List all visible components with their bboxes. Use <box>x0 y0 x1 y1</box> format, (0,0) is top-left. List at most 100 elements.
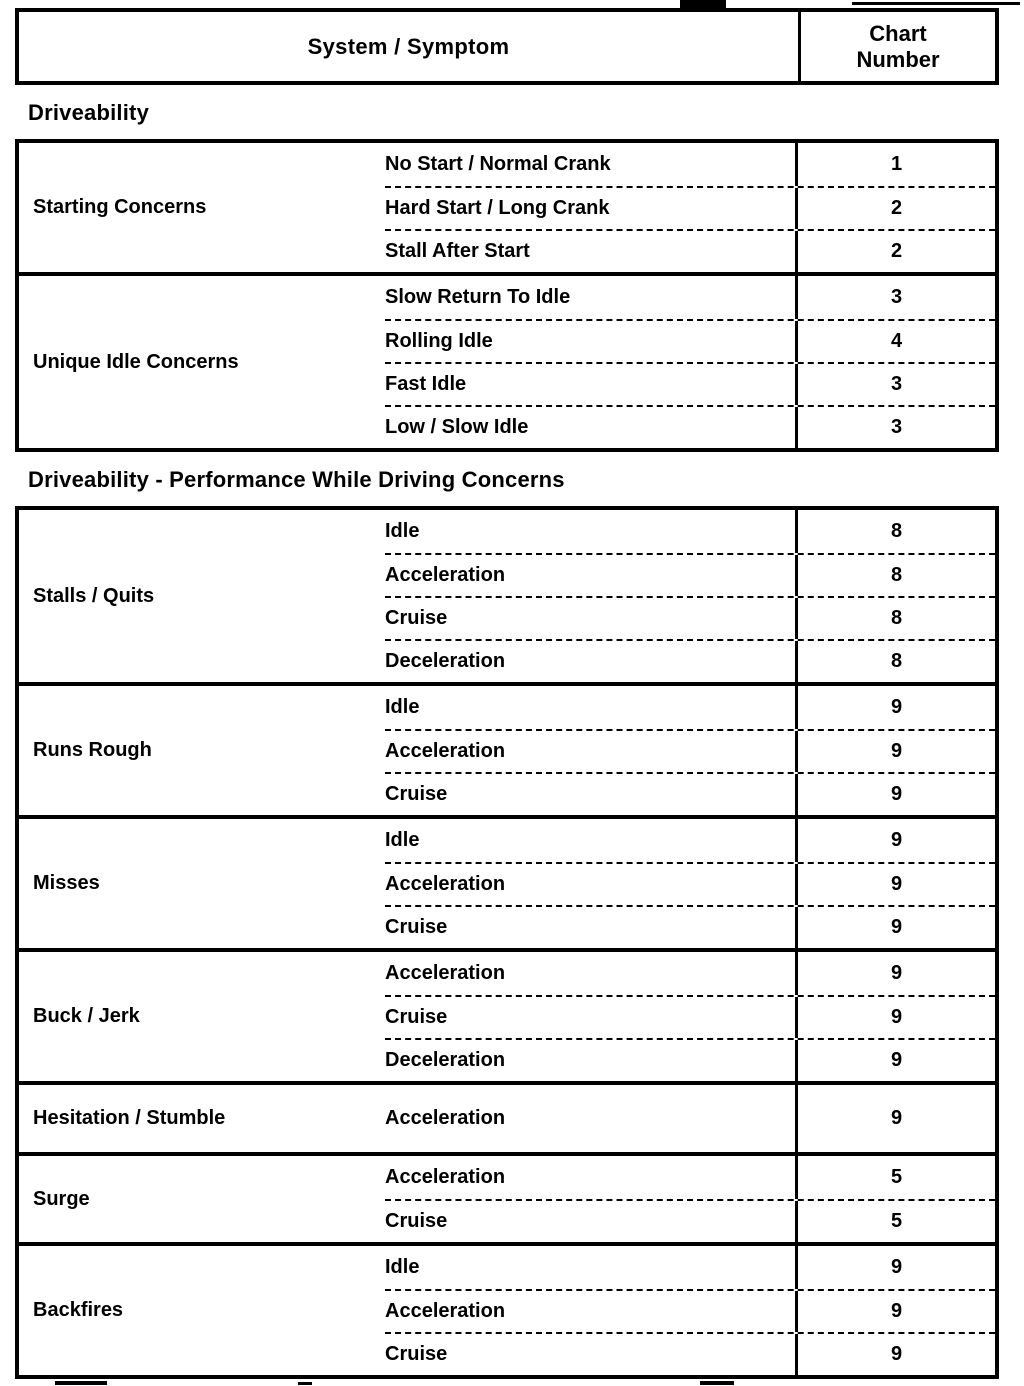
table-row: Acceleration 9 <box>385 1085 995 1152</box>
table-row: Idle 8 <box>385 510 995 553</box>
symptom-cell: Cruise <box>385 1210 448 1232</box>
table-row: Cruise 9 <box>385 905 995 948</box>
group-label: Runs Rough <box>33 739 152 761</box>
performance-table: Stalls / Quits Idle 8 Acceleration 8 Cru… <box>15 506 999 1379</box>
table-row: Cruise 9 <box>385 772 995 815</box>
chart-number-cell: 2 <box>795 188 995 229</box>
scan-artifact <box>852 2 1020 5</box>
group-hesitation-stumble: Hesitation / Stumble Acceleration 9 <box>19 1081 995 1152</box>
symptom-cell: Idle <box>385 1256 420 1278</box>
symptom-cell: Deceleration <box>385 1049 506 1071</box>
chart-number-cell: 9 <box>795 731 995 772</box>
group-label: Unique Idle Concerns <box>33 350 239 373</box>
chart-number-cell: 3 <box>795 407 995 448</box>
header-system-symptom: System / Symptom <box>307 33 510 59</box>
symptom-cell: Cruise <box>385 783 448 805</box>
symptom-cell: Acceleration <box>385 873 506 895</box>
group-label: Starting Concerns <box>33 196 207 218</box>
symptom-cell: Acceleration <box>385 962 506 984</box>
symptom-cell: Stall After Start <box>385 240 530 262</box>
chart-number-cell: 8 <box>795 598 995 639</box>
symptom-cell: Cruise <box>385 1343 448 1365</box>
chart-number-cell: 9 <box>795 819 995 862</box>
table-row: Cruise 9 <box>385 995 995 1038</box>
table-row: Deceleration 8 <box>385 639 995 682</box>
column-header-table: System / Symptom Chart Number <box>15 8 999 85</box>
table-row: Deceleration 9 <box>385 1038 995 1081</box>
chart-number-cell: 9 <box>795 774 995 815</box>
table-row: Acceleration 9 <box>385 862 995 905</box>
group-starting-concerns: Starting Concerns No Start / Normal Cran… <box>19 143 995 272</box>
table-row: Cruise 5 <box>385 1199 995 1242</box>
scan-artifact <box>298 1382 312 1385</box>
table-row: Hard Start / Long Crank 2 <box>385 186 995 229</box>
scan-artifact <box>680 0 726 8</box>
chart-number-cell: 2 <box>795 231 995 272</box>
chart-number-cell: 3 <box>795 276 995 319</box>
chart-number-cell: 9 <box>795 686 995 729</box>
group-misses: Misses Idle 9 Acceleration 9 Cruise 9 <box>19 815 995 948</box>
group-label: Hesitation / Stumble <box>33 1107 226 1129</box>
table-row: Acceleration 9 <box>385 1289 995 1332</box>
group-rows: Slow Return To Idle 3 Rolling Idle 4 Fas… <box>385 276 995 448</box>
section-heading-driveability: Driveability <box>28 100 150 125</box>
table-row: Acceleration 5 <box>385 1156 995 1199</box>
group-unique-idle-concerns: Unique Idle Concerns Slow Return To Idle… <box>19 272 995 448</box>
group-label: Backfires <box>33 1299 124 1321</box>
chart-number-cell: 1 <box>795 143 995 186</box>
symptom-cell: Cruise <box>385 1006 448 1028</box>
symptom-cell: Deceleration <box>385 650 506 672</box>
table-row: Rolling Idle 4 <box>385 319 995 362</box>
table-row: Cruise 9 <box>385 1332 995 1375</box>
group-backfires: Backfires Idle 9 Acceleration 9 Cruise 9 <box>19 1242 995 1375</box>
chart-number-cell: 9 <box>795 1246 995 1289</box>
symptom-cell: Acceleration <box>385 740 506 762</box>
table-row: Idle 9 <box>385 1246 995 1289</box>
chart-number-cell: 9 <box>795 1040 995 1081</box>
table-row: Low / Slow Idle 3 <box>385 405 995 448</box>
symptom-cell: Fast Idle <box>385 373 467 395</box>
chart-number-cell: 3 <box>795 364 995 405</box>
driveability-table: Starting Concerns No Start / Normal Cran… <box>15 139 999 452</box>
chart-number-cell: 8 <box>795 641 995 682</box>
scan-artifact <box>700 1381 734 1385</box>
table-row: Slow Return To Idle 3 <box>385 276 995 319</box>
symptom-cell: Acceleration <box>385 1300 506 1322</box>
chart-number-cell: 5 <box>795 1156 995 1199</box>
symptom-cell: Cruise <box>385 607 448 629</box>
table-row: Acceleration 8 <box>385 553 995 596</box>
chart-number-cell: 9 <box>795 1085 995 1152</box>
symptom-cell: Acceleration <box>385 1166 506 1188</box>
chart-number-cell: 8 <box>795 555 995 596</box>
chart-number-cell: 9 <box>795 1334 995 1375</box>
table-row: Stall After Start 2 <box>385 229 995 272</box>
chart-number-cell: 8 <box>795 510 995 553</box>
table-row: Idle 9 <box>385 819 995 862</box>
group-rows: Acceleration 5 Cruise 5 <box>385 1156 995 1242</box>
table-row: Cruise 8 <box>385 596 995 639</box>
group-label: Surge <box>33 1187 90 1210</box>
group-rows: Idle 9 Acceleration 9 Cruise 9 <box>385 1246 995 1375</box>
chart-number-cell: 9 <box>795 1291 995 1332</box>
table-row: Acceleration 9 <box>385 952 995 995</box>
group-label: Misses <box>33 872 100 894</box>
group-runs-rough: Runs Rough Idle 9 Acceleration 9 Cruise … <box>19 682 995 815</box>
scan-artifact <box>55 1381 107 1385</box>
group-rows: Idle 9 Acceleration 9 Cruise 9 <box>385 686 995 815</box>
group-buck-jerk: Buck / Jerk Acceleration 9 Cruise 9 Dece… <box>19 948 995 1081</box>
group-rows: Acceleration 9 <box>385 1085 995 1152</box>
symptom-cell: Slow Return To Idle <box>385 286 571 308</box>
symptom-cell: Idle <box>385 829 420 851</box>
symptom-cell: Acceleration <box>385 564 506 586</box>
chart-number-cell: 9 <box>795 997 995 1038</box>
symptom-cell: Idle <box>385 520 420 542</box>
table-row: No Start / Normal Crank 1 <box>385 143 995 186</box>
table-row: Acceleration 9 <box>385 729 995 772</box>
group-label: Stalls / Quits <box>33 584 155 607</box>
group-rows: No Start / Normal Crank 1 Hard Start / L… <box>385 143 995 272</box>
symptom-cell: Hard Start / Long Crank <box>385 197 610 219</box>
group-rows: Idle 8 Acceleration 8 Cruise 8 Decelerat… <box>385 510 995 682</box>
symptom-cell: Idle <box>385 696 420 718</box>
symptom-cell: Rolling Idle <box>385 330 493 352</box>
